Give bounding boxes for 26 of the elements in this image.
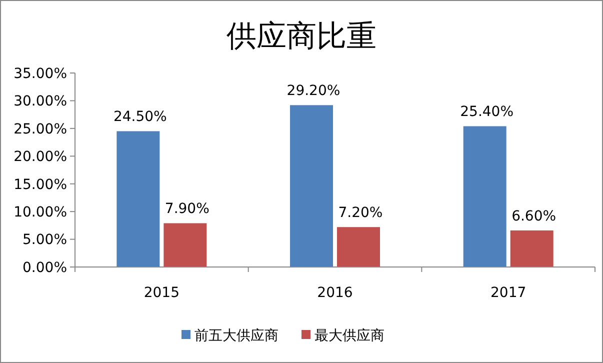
x-tick-label: 2017 <box>490 285 526 301</box>
y-tick-label: 35.00% <box>14 66 67 82</box>
bar <box>164 223 207 267</box>
x-tick-label: 2016 <box>317 285 353 301</box>
data-label: 25.40% <box>460 104 514 120</box>
chart-title: 供应商比重 <box>226 19 376 54</box>
bar <box>463 126 506 267</box>
bar <box>510 230 554 267</box>
bar <box>116 131 160 267</box>
y-tick-label: 15.00% <box>14 176 67 193</box>
data-label: 7.90% <box>164 201 210 218</box>
bar <box>290 105 333 267</box>
x-tick-label: 2015 <box>144 285 180 301</box>
y-tick-label: 30.00% <box>14 94 67 110</box>
y-tick-label: 20.00% <box>14 149 67 166</box>
legend-label: 最大供应商 <box>314 328 384 344</box>
data-label: 29.20% <box>286 83 340 100</box>
legend-label: 前五大供应商 <box>194 328 278 344</box>
y-tick-label: 10.00% <box>14 204 67 220</box>
bar <box>337 227 380 267</box>
y-tick-label: 0.00% <box>22 260 67 276</box>
y-tick-label: 25.00% <box>14 121 67 138</box>
data-label: 7.20% <box>338 205 383 222</box>
data-label: 24.50% <box>113 109 167 126</box>
data-label: 6.60% <box>512 208 556 224</box>
y-tick-label: 5.00% <box>22 232 67 248</box>
